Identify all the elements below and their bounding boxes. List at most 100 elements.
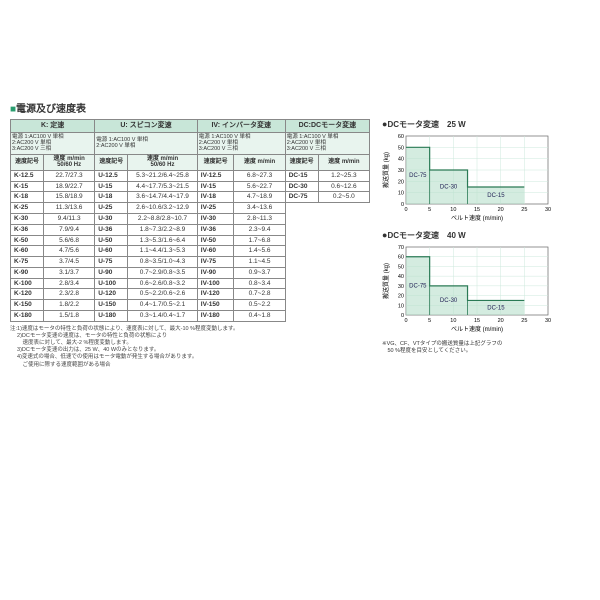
cell-iv-code-9: IV-90 xyxy=(197,267,234,278)
cell-u-code-3: U-25 xyxy=(95,203,128,214)
svg-text:10: 10 xyxy=(450,207,456,213)
cell-iv-val-7: 1.4~5.6 xyxy=(234,246,285,257)
val-hdr-k: 速度 m/min 50/60 Hz xyxy=(43,154,94,170)
svg-text:DC-75: DC-75 xyxy=(409,283,427,289)
svg-text:60: 60 xyxy=(398,134,404,140)
cell-u-code-13: U-180 xyxy=(95,311,128,322)
svg-text:搬送質量 (kg): 搬送質量 (kg) xyxy=(382,263,390,299)
cell-k-code-8: K-75 xyxy=(11,257,44,268)
cell-k-code-7: K-60 xyxy=(11,246,44,257)
cell-k-code-4: K-30 xyxy=(11,213,44,224)
svg-text:搬送質量 (kg): 搬送質量 (kg) xyxy=(382,152,390,188)
svg-text:15: 15 xyxy=(474,207,480,213)
cell-u-code-2: U-18 xyxy=(95,192,128,203)
cell-iv-val-4: 2.8~11.3 xyxy=(234,213,285,224)
cell-k-val-2: 15.8/18.9 xyxy=(43,192,94,203)
cell-u-val-13: 0.3~1.4/0.4~1.7 xyxy=(128,311,198,322)
svg-text:DC-15: DC-15 xyxy=(487,305,505,311)
cell-k-val-4: 9.4/11.3 xyxy=(43,213,94,224)
cell-iv-val-11: 0.7~2.8 xyxy=(234,289,285,300)
cell-iv-code-0: IV-12.5 xyxy=(197,170,234,181)
cell-k-code-12: K-150 xyxy=(11,300,44,311)
svg-text:20: 20 xyxy=(398,294,404,300)
cell-k-code-0: K-12.5 xyxy=(11,170,44,181)
cell-iv-code-3: IV-25 xyxy=(197,203,234,214)
svg-text:DC-30: DC-30 xyxy=(440,185,458,191)
cell-iv-val-10: 0.8~3.4 xyxy=(234,278,285,289)
cell-iv-val-1: 5.6~22.7 xyxy=(234,181,285,192)
chart-25w-title: DCモータ変速 25 W xyxy=(387,120,465,129)
cell-iv-val-2: 4.7~18.9 xyxy=(234,192,285,203)
svg-text:0: 0 xyxy=(404,207,407,213)
svg-text:20: 20 xyxy=(498,207,504,213)
cell-k-val-11: 2.3/2.8 xyxy=(43,289,94,300)
svg-text:DC-30: DC-30 xyxy=(440,298,458,304)
code-hdr-u: 速度記号 xyxy=(95,154,128,170)
code-hdr-iv: 速度記号 xyxy=(197,154,234,170)
cell-iv-code-2: IV-18 xyxy=(197,192,234,203)
cell-u-val-4: 2.2~8.8/2.8~10.7 xyxy=(128,213,198,224)
cell-iv-code-8: IV-75 xyxy=(197,257,234,268)
cell-iv-val-6: 1.7~6.8 xyxy=(234,235,285,246)
cell-k-val-12: 1.8/2.2 xyxy=(43,300,94,311)
cell-k-val-10: 2.8/3.4 xyxy=(43,278,94,289)
svg-text:DC-15: DC-15 xyxy=(487,193,505,199)
cell-u-code-7: U-60 xyxy=(95,246,128,257)
val-hdr-u: 速度 m/min 50/60 Hz xyxy=(128,154,198,170)
col-header-iv: IV: インバータ変速 xyxy=(197,120,285,133)
svg-text:10: 10 xyxy=(398,303,404,309)
cell-k-val-1: 18.9/22.7 xyxy=(43,181,94,192)
svg-text:ベルト速度 (m/min): ベルト速度 (m/min) xyxy=(451,214,503,222)
cell-u-val-9: 0.7~2.9/0.8~3.5 xyxy=(128,267,198,278)
cell-k-val-5: 7.9/9.4 xyxy=(43,224,94,235)
svg-text:70: 70 xyxy=(398,245,404,251)
col-header-k: K: 定速 xyxy=(11,120,95,133)
svg-text:30: 30 xyxy=(398,168,404,174)
cell-iv-val-13: 0.4~1.8 xyxy=(234,311,285,322)
cell-u-code-12: U-150 xyxy=(95,300,128,311)
cell-iv-code-13: IV-180 xyxy=(197,311,234,322)
svg-text:60: 60 xyxy=(398,255,404,261)
svg-text:5: 5 xyxy=(428,207,431,213)
val-hdr-iv: 速度 m/min xyxy=(234,154,285,170)
cell-u-code-1: U-15 xyxy=(95,181,128,192)
cell-k-val-8: 3.7/4.5 xyxy=(43,257,94,268)
cell-k-code-11: K-120 xyxy=(11,289,44,300)
cell-iv-code-6: IV-50 xyxy=(197,235,234,246)
cell-k-code-13: K-180 xyxy=(11,311,44,322)
cell-u-code-9: U-90 xyxy=(95,267,128,278)
cell-u-val-7: 1.1~4.4/1.3~5.3 xyxy=(128,246,198,257)
svg-text:0: 0 xyxy=(401,313,404,319)
cell-k-val-7: 4.7/5.6 xyxy=(43,246,94,257)
chart-25w-block: ●DCモータ変速 25 W DC-75DC-30DC-1505101520253… xyxy=(382,119,590,222)
chart-25w: DC-75DC-30DC-150510152025300102030405060… xyxy=(382,132,552,222)
code-hdr-k: 速度記号 xyxy=(11,154,44,170)
cell-dc-val-2: 0.2~5.0 xyxy=(318,192,369,203)
cell-iv-val-12: 0.5~2.2 xyxy=(234,300,285,311)
chart-40w-block: ●DCモータ変速 40 W DC-75DC-30DC-1505101520253… xyxy=(382,230,590,333)
col-header-dc: DC:DCモータ変速 xyxy=(285,120,369,133)
cell-iv-code-10: IV-100 xyxy=(197,278,234,289)
section-title: ■電源及び速度表 xyxy=(10,100,590,115)
cell-u-val-1: 4.4~17.7/5.3~21.5 xyxy=(128,181,198,192)
cell-u-val-2: 3.6~14.7/4.4~17.9 xyxy=(128,192,198,203)
svg-text:25: 25 xyxy=(521,318,527,324)
svg-text:0: 0 xyxy=(401,202,404,208)
cell-k-val-9: 3.1/3.7 xyxy=(43,267,94,278)
svg-text:30: 30 xyxy=(545,318,551,324)
cell-u-code-10: U-100 xyxy=(95,278,128,289)
svg-text:30: 30 xyxy=(398,284,404,290)
svg-text:50: 50 xyxy=(398,145,404,151)
col-header-u: U: スピコン変速 xyxy=(95,120,198,133)
cell-k-val-6: 5.6/6.8 xyxy=(43,235,94,246)
cell-u-val-11: 0.5~2.2/0.6~2.6 xyxy=(128,289,198,300)
svg-text:40: 40 xyxy=(398,274,404,280)
power-iv: 電源 1:AC100 V 単相 2:AC200 V 単相 3:AC200 V 三… xyxy=(197,133,285,154)
cell-dc-code-0: DC-15 xyxy=(285,170,318,181)
power-dc: 電源 1:AC100 V 単相 2:AC200 V 単相 3:AC200 V 三… xyxy=(285,133,369,154)
cell-dc-val-1: 0.6~12.6 xyxy=(318,181,369,192)
cell-u-val-3: 2.6~10.6/3.2~12.9 xyxy=(128,203,198,214)
cell-k-code-3: K-25 xyxy=(11,203,44,214)
cell-u-code-6: U-50 xyxy=(95,235,128,246)
cell-iv-code-7: IV-60 xyxy=(197,246,234,257)
